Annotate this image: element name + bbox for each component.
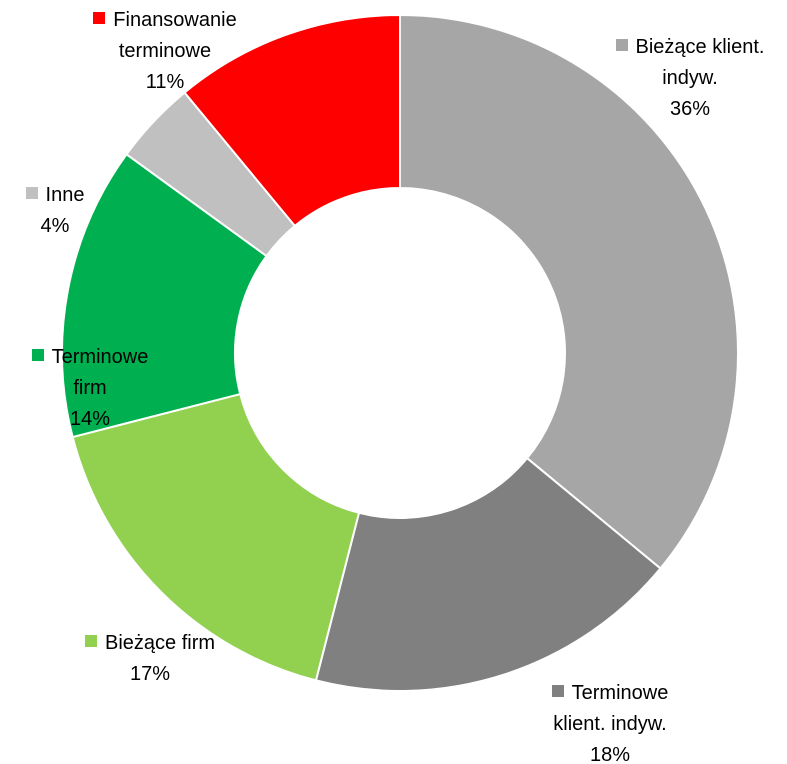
value-label: 36% (669, 98, 711, 120)
category-label: Bieżące firm (104, 632, 216, 654)
category-label: Terminowe klient. indyw. (553, 682, 669, 735)
data-label: Bieżące klient. indyw. 36% (600, 32, 780, 125)
category-label: Finansowanie terminowe (113, 9, 237, 62)
value-label: 4% (40, 215, 70, 237)
value-label: 14% (69, 408, 111, 430)
legend-swatch (93, 12, 106, 24)
data-label: Bieżące firm 17% (50, 628, 250, 690)
donut-segment (61, 152, 268, 439)
legend-swatch (31, 349, 44, 361)
data-label: Finansowanie terminowe 11% (80, 5, 250, 98)
legend-swatch (615, 39, 628, 51)
donut-segment (399, 13, 739, 570)
value-label: 11% (145, 71, 185, 93)
data-label: Terminowe klient. indyw. 18% (525, 678, 695, 764)
donut-segment (314, 456, 662, 692)
donut-segment (183, 13, 401, 228)
data-label: Terminowe firm 14% (15, 342, 165, 435)
donut-segment (71, 392, 361, 682)
legend-swatch (551, 685, 564, 697)
category-label: Terminowe firm (51, 346, 149, 399)
category-label: Bieżące klient. indyw. (635, 36, 765, 89)
legend-swatch (25, 187, 38, 199)
value-label: 18% (589, 744, 631, 764)
data-label: Inne 4% (15, 180, 95, 242)
value-label: 17% (129, 663, 171, 685)
legend-swatch (84, 635, 97, 647)
category-label: Inne (45, 184, 85, 206)
